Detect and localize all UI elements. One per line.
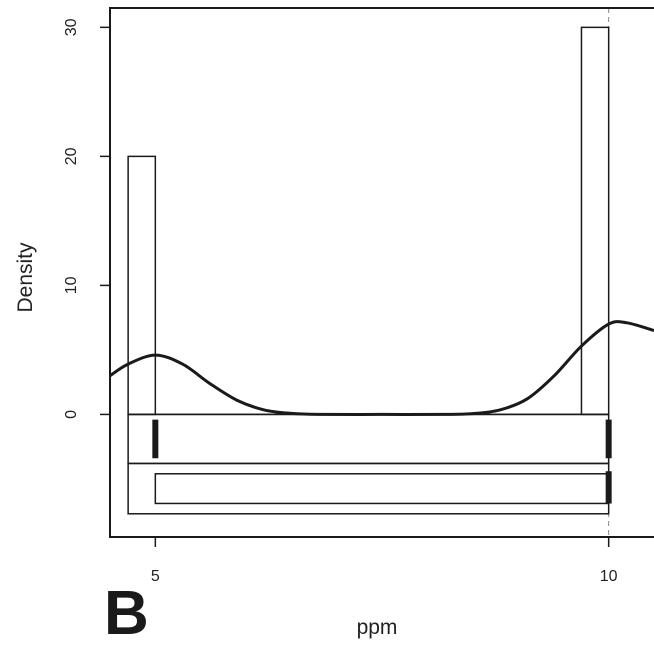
y-tick-label-20: 20 bbox=[63, 147, 80, 165]
boxplot-3 bbox=[154, 473, 610, 505]
y-tick-label-30: 30 bbox=[63, 18, 80, 36]
chart-marks bbox=[109, 8, 654, 537]
histogram-bar-1 bbox=[127, 155, 157, 416]
x-tick-label-10: 10 bbox=[600, 568, 618, 585]
density-curve bbox=[109, 320, 654, 417]
y-tick-label-10: 10 bbox=[63, 276, 80, 294]
plot-frame bbox=[109, 7, 654, 538]
histogram-bar-2 bbox=[580, 26, 610, 416]
axis-ticks: 0 10 20 30 5 10 bbox=[63, 18, 618, 585]
panel-label: B bbox=[104, 579, 149, 645]
y-axis-label: Density bbox=[14, 242, 37, 313]
x-axis-label: ppm bbox=[357, 616, 398, 639]
y-tick-label-0: 0 bbox=[63, 410, 80, 419]
boxplot-1 bbox=[127, 413, 610, 465]
x-tick-label-5: 5 bbox=[151, 568, 160, 585]
boxplot-2 bbox=[127, 462, 610, 515]
